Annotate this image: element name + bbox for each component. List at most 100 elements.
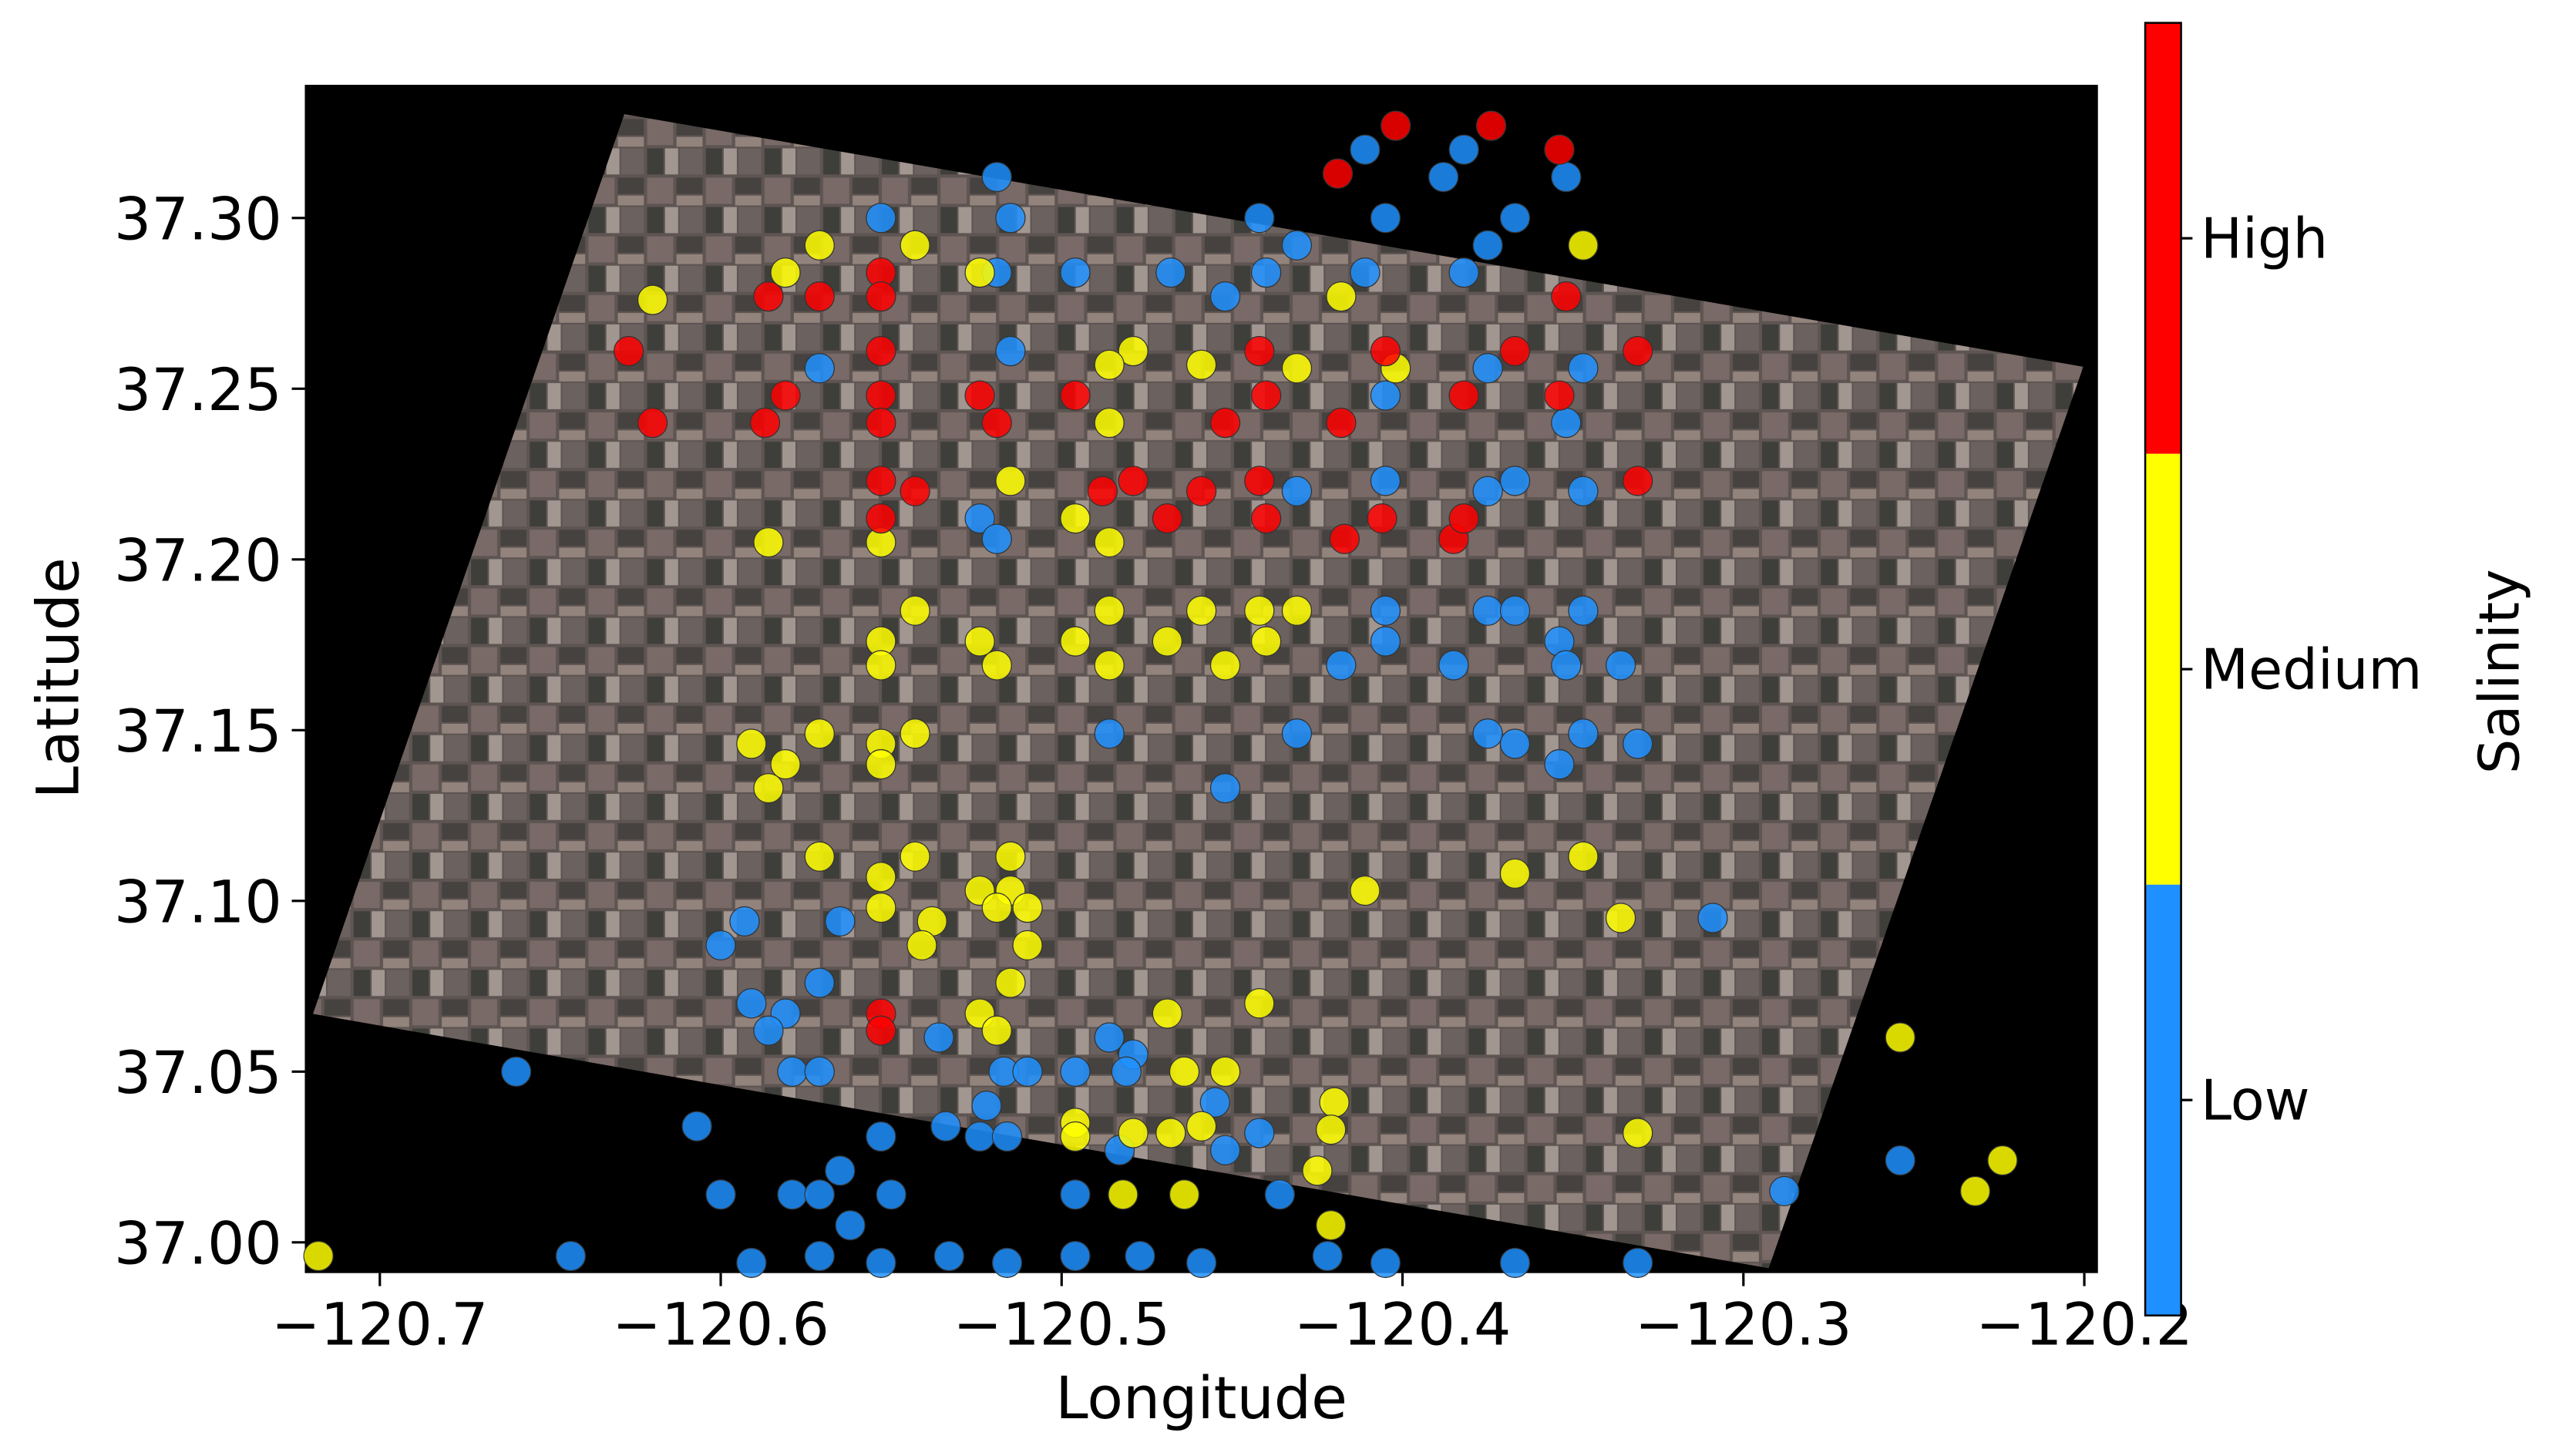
data-point	[1448, 503, 1479, 534]
data-point	[1060, 1121, 1091, 1152]
data-point	[1094, 526, 1125, 558]
data-point	[1118, 335, 1149, 367]
x-tick-label: −120.5	[953, 1290, 1170, 1359]
data-point	[1551, 650, 1582, 681]
data-point	[804, 841, 835, 872]
x-axis-label: Longitude	[1055, 1364, 1347, 1432]
data-point	[1118, 466, 1149, 496]
data-point	[1499, 595, 1531, 626]
data-point	[804, 1240, 835, 1272]
data-point	[1152, 998, 1183, 1029]
x-tick-label: −120.3	[1635, 1290, 1852, 1359]
data-point	[866, 335, 896, 367]
data-point	[1568, 230, 1599, 261]
data-point	[1250, 380, 1282, 411]
data-point	[876, 1179, 906, 1210]
colorbar-label: Salinity	[2467, 569, 2531, 774]
data-point	[981, 892, 1012, 923]
data-point	[555, 1240, 587, 1272]
data-point	[1472, 476, 1503, 506]
data-point	[1885, 1145, 1915, 1176]
colorbar-segment	[2145, 453, 2181, 885]
data-point	[964, 257, 995, 288]
data-point	[1244, 203, 1275, 234]
data-point	[1370, 335, 1401, 367]
data-point	[804, 1179, 835, 1210]
data-point	[1438, 650, 1469, 681]
data-point	[1381, 110, 1411, 141]
data-point	[995, 967, 1026, 998]
colorbar-tick-label: Low	[2201, 1068, 2310, 1133]
data-point	[1244, 988, 1275, 1019]
data-point	[866, 892, 896, 923]
data-point	[981, 523, 1012, 554]
data-point	[1623, 1118, 1653, 1148]
data-point	[835, 1209, 866, 1241]
y-tick-label: 37.15	[114, 697, 282, 765]
y-tick-label: 37.25	[114, 355, 282, 424]
data-point	[1448, 134, 1479, 165]
data-point	[1094, 595, 1125, 626]
data-point	[1315, 1209, 1347, 1241]
data-point	[1623, 728, 1653, 759]
data-point	[1544, 134, 1575, 165]
data-point	[866, 203, 896, 234]
data-point	[1125, 1240, 1155, 1272]
data-point	[1094, 407, 1125, 439]
data-point	[1012, 892, 1043, 923]
y-tick-label: 37.00	[114, 1209, 282, 1277]
data-point	[770, 748, 801, 780]
data-point	[1209, 1135, 1241, 1165]
data-point	[991, 1121, 1023, 1152]
data-point	[1605, 650, 1636, 681]
data-point	[637, 284, 668, 315]
data-point	[981, 161, 1012, 193]
data-point	[1499, 728, 1531, 759]
data-point	[923, 1022, 954, 1053]
data-point	[1152, 503, 1183, 534]
data-point	[900, 595, 930, 626]
x-tick-label: −120.4	[1294, 1290, 1512, 1359]
data-point	[1281, 718, 1313, 749]
data-point	[1199, 1087, 1230, 1118]
data-point	[866, 1015, 896, 1046]
data-point	[753, 1015, 784, 1046]
data-point	[1281, 476, 1313, 506]
data-point	[1060, 1056, 1091, 1087]
data-point	[1111, 1056, 1142, 1087]
data-point	[1499, 1247, 1531, 1279]
y-tick-label: 37.20	[114, 526, 282, 594]
data-point	[1568, 476, 1599, 506]
data-point	[1094, 349, 1125, 380]
data-point	[1244, 595, 1275, 626]
data-point	[1312, 1240, 1343, 1272]
data-point	[1209, 1056, 1241, 1087]
data-point	[1544, 748, 1575, 780]
data-point	[1281, 353, 1313, 384]
data-point	[1475, 110, 1507, 141]
x-tick-label: −120.7	[271, 1290, 489, 1359]
data-point	[866, 1247, 896, 1279]
data-point	[1012, 1056, 1043, 1087]
data-point	[729, 906, 760, 937]
data-point	[1169, 1179, 1200, 1210]
data-point	[991, 1247, 1023, 1279]
data-point	[1264, 1179, 1295, 1210]
data-point	[1281, 595, 1313, 626]
data-point	[900, 230, 930, 261]
data-point	[1209, 407, 1241, 439]
data-point	[1060, 257, 1091, 288]
data-point	[1568, 841, 1599, 872]
data-point	[736, 988, 767, 1019]
data-point	[825, 1155, 856, 1186]
colorbar-segment	[2145, 884, 2181, 1316]
data-point	[1326, 281, 1357, 312]
data-point	[705, 930, 736, 961]
colorbar-segment	[2145, 22, 2181, 454]
colorbar-tick-label: High	[2201, 207, 2328, 271]
data-point	[981, 650, 1012, 681]
data-point	[1472, 353, 1503, 384]
data-point	[1108, 1179, 1138, 1210]
data-point	[1370, 380, 1401, 411]
